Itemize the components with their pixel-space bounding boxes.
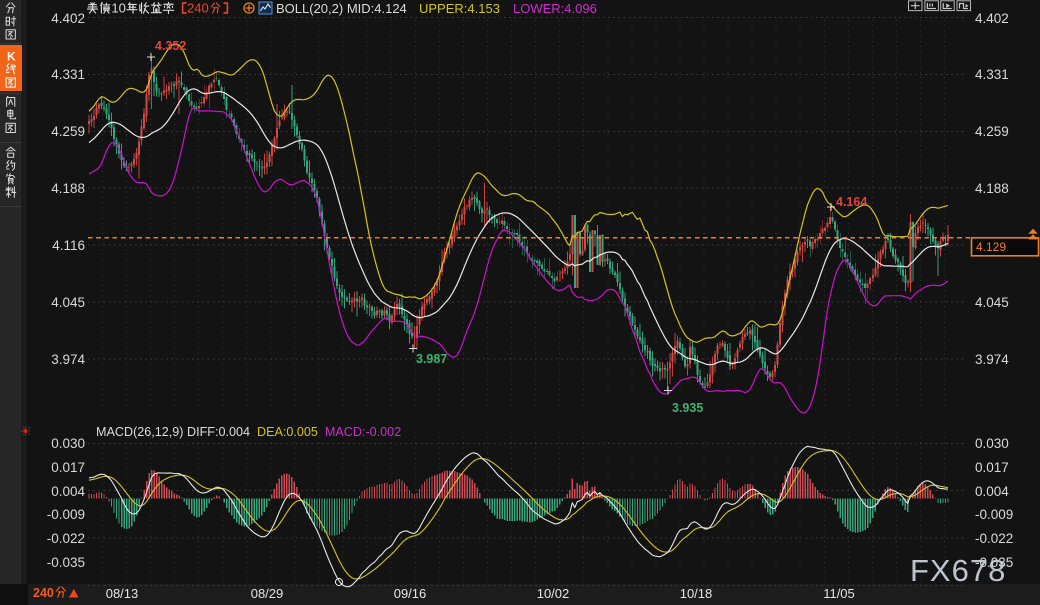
svg-text:K: K xyxy=(7,50,16,64)
svg-text:BOLL(20,2) MID:4.124: BOLL(20,2) MID:4.124 xyxy=(276,1,407,16)
svg-text:240: 240 xyxy=(33,586,54,600)
svg-text:4.129: 4.129 xyxy=(976,240,1006,254)
svg-text:4.164: 4.164 xyxy=(836,195,867,209)
svg-text:240: 240 xyxy=(187,1,209,16)
svg-text:4.352: 4.352 xyxy=(155,39,186,53)
svg-text:UPPER:4.153: UPPER:4.153 xyxy=(419,1,500,16)
svg-text:3.935: 3.935 xyxy=(672,401,703,415)
svg-text:10: 10 xyxy=(111,1,125,16)
svg-text:3.987: 3.987 xyxy=(416,352,447,366)
svg-text:LOWER:4.096: LOWER:4.096 xyxy=(513,1,597,16)
